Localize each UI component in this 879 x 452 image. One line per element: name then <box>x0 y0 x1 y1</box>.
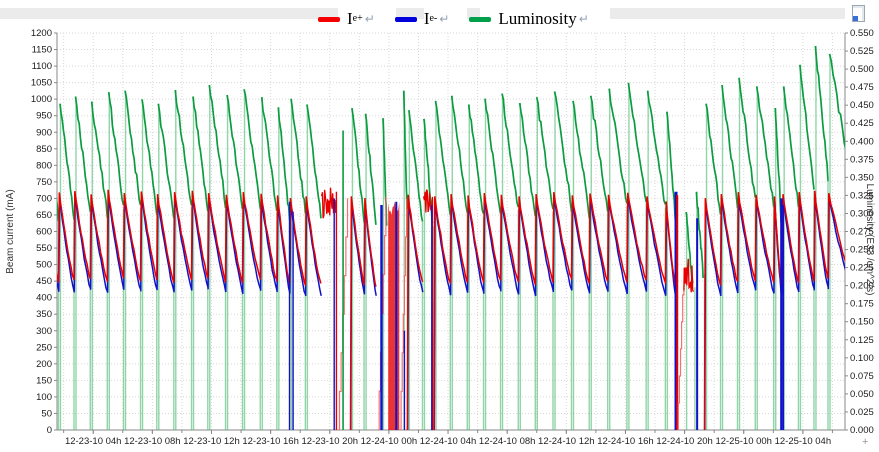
svg-text:150: 150 <box>36 375 52 386</box>
legend-swatch-luminosity <box>469 16 492 22</box>
svg-text:0.475: 0.475 <box>850 82 874 93</box>
svg-text:12-24-10 08h: 12-24-10 08h <box>479 436 536 447</box>
svg-text:0.225: 0.225 <box>850 263 874 274</box>
svg-text:12-23-10 08h: 12-23-10 08h <box>124 436 181 447</box>
svg-text:0.200: 0.200 <box>850 281 874 292</box>
cursor-mark: + <box>862 436 869 448</box>
svg-text:12-25-10 04h: 12-25-10 04h <box>775 436 832 447</box>
top-strip-segment <box>467 8 480 19</box>
y-right-axis-title: Luminosity (E33 /cm^2/s) <box>864 184 875 296</box>
svg-text:600: 600 <box>36 227 52 238</box>
legend-swatch-e-minus <box>394 16 417 22</box>
svg-text:950: 950 <box>36 111 52 122</box>
event-marks <box>288 130 785 430</box>
svg-text:1200: 1200 <box>31 28 52 39</box>
legend-label-e-plus: I <box>347 9 353 28</box>
svg-text:0.025: 0.025 <box>850 407 874 418</box>
svg-text:700: 700 <box>36 193 52 204</box>
svg-text:500: 500 <box>36 260 52 271</box>
svg-text:300: 300 <box>36 326 52 337</box>
svg-text:0.450: 0.450 <box>850 100 874 111</box>
svg-text:0.050: 0.050 <box>850 389 874 400</box>
svg-text:0.000: 0.000 <box>850 425 874 436</box>
svg-text:12-23-10 04h: 12-23-10 04h <box>65 436 122 447</box>
svg-text:400: 400 <box>36 293 52 304</box>
axes <box>54 32 848 434</box>
svg-text:0.075: 0.075 <box>850 371 874 382</box>
return-mark-icon: ↵ <box>578 12 589 26</box>
svg-text:12-23-10 20h: 12-23-10 20h <box>302 436 359 447</box>
svg-text:1000: 1000 <box>31 94 52 105</box>
legend-sub-e-plus: e+ <box>352 13 363 24</box>
svg-text:1150: 1150 <box>32 45 52 56</box>
svg-text:1050: 1050 <box>31 78 52 89</box>
legend-label-luminosity: Luminosity <box>498 9 577 28</box>
svg-text:0.375: 0.375 <box>850 154 874 165</box>
svg-text:12-25-10 00h: 12-25-10 00h <box>715 436 772 447</box>
svg-text:0.275: 0.275 <box>850 227 874 238</box>
svg-text:0.325: 0.325 <box>850 190 874 201</box>
svg-text:12-24-10 00h: 12-24-10 00h <box>361 436 418 447</box>
top-strip-segment <box>610 8 845 19</box>
embedded-object-icon-glyph <box>853 16 858 21</box>
legend-swatch-e-plus <box>318 16 340 22</box>
y-left-axis-title: Beam current (mA) <box>5 189 16 273</box>
svg-text:12-24-10 16h: 12-24-10 16h <box>597 436 654 447</box>
svg-text:12-24-10 12h: 12-24-10 12h <box>538 436 595 447</box>
legend-item-luminosity: Luminosity ↵ <box>469 9 589 29</box>
svg-text:0: 0 <box>47 425 52 436</box>
legend-label-e-minus: I <box>423 9 430 28</box>
svg-text:0.400: 0.400 <box>850 136 874 147</box>
svg-text:0.350: 0.350 <box>850 172 874 183</box>
svg-text:900: 900 <box>36 127 52 138</box>
svg-text:12-24-10 20h: 12-24-10 20h <box>656 436 713 447</box>
return-mark-icon: ↵ <box>364 12 375 26</box>
svg-text:1100: 1100 <box>32 61 52 72</box>
svg-text:200: 200 <box>36 359 52 370</box>
svg-text:100: 100 <box>36 392 52 403</box>
svg-text:0.150: 0.150 <box>850 317 874 328</box>
svg-text:250: 250 <box>36 342 52 353</box>
svg-text:850: 850 <box>36 144 52 155</box>
svg-text:0.100: 0.100 <box>850 353 874 364</box>
svg-text:0.175: 0.175 <box>850 299 874 310</box>
return-mark-icon: ↵ <box>439 12 450 26</box>
embedded-object-icon[interactable] <box>852 5 865 22</box>
svg-text:50: 50 <box>41 408 52 419</box>
top-strip-segment <box>0 8 338 19</box>
svg-text:550: 550 <box>36 243 52 254</box>
svg-text:12-23-10 16h: 12-23-10 16h <box>242 436 299 447</box>
series-positron-current-line <box>57 189 845 430</box>
legend-sub-e-minus: e- <box>429 13 438 24</box>
svg-text:0.125: 0.125 <box>850 335 874 346</box>
svg-text:800: 800 <box>36 160 52 171</box>
svg-text:650: 650 <box>36 210 52 221</box>
top-strip-segment <box>396 8 424 19</box>
svg-text:450: 450 <box>36 276 52 287</box>
svg-text:0.425: 0.425 <box>850 118 874 129</box>
svg-text:750: 750 <box>36 177 52 188</box>
svg-text:350: 350 <box>36 309 52 320</box>
svg-text:0.250: 0.250 <box>850 245 874 256</box>
svg-text:0.525: 0.525 <box>850 46 874 57</box>
axis-tick-labels: 0 50 100 150 200 250 300 350 400 450 500 550 600 650 7… <box>31 28 874 447</box>
svg-text:0.550: 0.550 <box>850 28 874 39</box>
svg-text:0.300: 0.300 <box>850 208 874 219</box>
svg-text:0.500: 0.500 <box>850 64 874 75</box>
svg-text:12-23-10 12h: 12-23-10 12h <box>183 436 240 447</box>
svg-text:12-24-10 04h: 12-24-10 04h <box>420 436 477 447</box>
